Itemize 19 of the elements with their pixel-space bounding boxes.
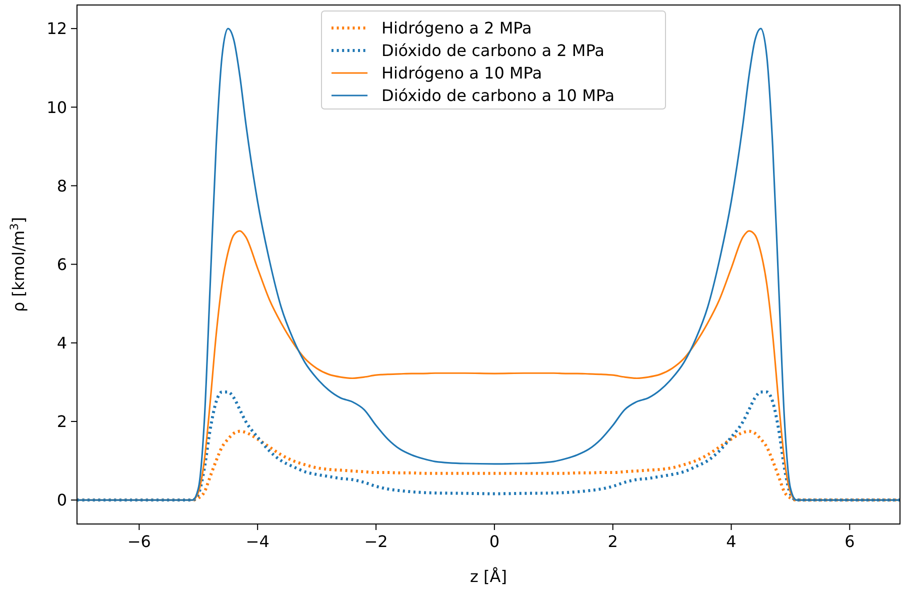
legend-label: Hidrógeno a 10 MPa (382, 64, 542, 83)
y-tick-label: 0 (56, 490, 67, 510)
y-tick-label: 4 (56, 333, 67, 352)
x-tick-label: −6 (127, 532, 151, 551)
y-tick-label: 10 (46, 98, 67, 117)
x-tick-label: 4 (726, 532, 736, 551)
y-tick-label: 8 (56, 176, 67, 196)
x-tick-label: 0 (489, 532, 500, 551)
y-tick-label: 6 (56, 254, 67, 274)
legend-label: Dióxido de carbono a 10 MPa (382, 86, 615, 106)
legend-label: Dióxido de carbono a 2 MPa (382, 41, 604, 60)
x-tick-label: −2 (364, 532, 388, 551)
y-tick-label: 12 (46, 19, 67, 38)
x-tick-label: 6 (844, 532, 855, 551)
legend-label: Hidrógeno a 2 MPa (382, 18, 532, 38)
x-axis-title: z [Å] (470, 567, 507, 586)
y-tick-label: 2 (56, 412, 67, 432)
x-tick-label: 2 (608, 532, 618, 551)
x-tick-label: −4 (246, 532, 270, 551)
